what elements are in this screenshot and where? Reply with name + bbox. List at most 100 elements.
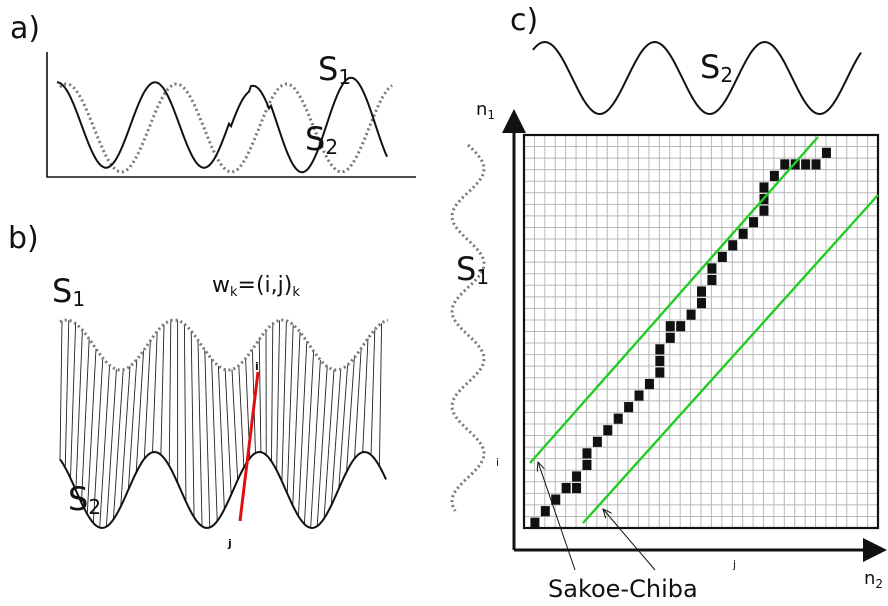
panel-b-warp-links (59, 320, 383, 528)
warping-path-cell (728, 240, 738, 251)
panel-b: b) S1 S2 wk=(i,j)k i j (8, 221, 389, 550)
warp-link (258, 339, 262, 453)
warping-path-cell (801, 159, 811, 170)
warp-link (378, 323, 383, 467)
warp-link (120, 366, 131, 507)
warp-link (59, 320, 63, 460)
warp-link (281, 320, 287, 482)
warp-link (286, 324, 294, 494)
panel-c-band-label: Sakoe-Chiba (548, 575, 698, 603)
warping-path-cell (696, 286, 707, 297)
warping-path-cell (686, 309, 696, 320)
warping-path-cell (655, 367, 665, 378)
warping-path-cell (592, 436, 602, 447)
warp-link (323, 369, 335, 519)
warping-path-cell (738, 228, 748, 239)
panel-c-y-axis-label: n1 (476, 99, 495, 122)
warp-link (298, 341, 308, 517)
warp-link (330, 369, 342, 506)
warp-link (135, 350, 145, 473)
panel-a-label-s1: S1 (318, 50, 351, 89)
panel-b-label-s1: S1 (52, 272, 85, 311)
panel-b-series-s2-solid (59, 450, 387, 530)
panel-c-band-pointer-upper (538, 462, 576, 571)
warping-path-cell (655, 344, 665, 355)
panel-b-warp-formula: wk=(i,j)k (212, 273, 300, 300)
warp-link (217, 365, 225, 510)
panel-c-label-s2: S2 (700, 48, 733, 87)
warp-link (370, 329, 376, 455)
warping-path-cell (665, 332, 675, 343)
panel-c-warping-path (530, 147, 831, 528)
warping-path-cell (624, 402, 634, 413)
panel-b-tag: b) (8, 221, 39, 256)
warp-link (105, 369, 117, 527)
warp-link (168, 320, 172, 466)
panel-b-j-mark: j (227, 537, 232, 550)
panel-a: a) S1 S2 (10, 11, 416, 178)
warp-link (354, 348, 362, 459)
panel-c-left-series-s1-dotted (450, 143, 486, 512)
panel-b-highlight-warp-link (238, 371, 260, 522)
warping-path-cell (696, 298, 707, 309)
warp-link (204, 349, 211, 528)
warping-path-cell (665, 321, 675, 332)
warp-link (127, 359, 138, 490)
warp-link (316, 366, 328, 527)
warp-link (362, 338, 369, 453)
panel-c-band-pointer-lower (603, 509, 656, 571)
warping-path-cell (717, 251, 727, 262)
panel-a-series-s1-dotted (59, 82, 393, 174)
warp-link (75, 330, 83, 491)
panel-c-top-series-s2 (532, 40, 862, 116)
panel-c-band-upper (529, 136, 819, 464)
warp-link (160, 324, 165, 455)
warping-path-cell (582, 459, 592, 471)
panel-b-label-s2: S2 (68, 480, 101, 519)
warping-path-cell (769, 170, 779, 182)
panel-c-x-axis-label: n2 (864, 568, 883, 591)
panel-c-cost-matrix-grid (524, 135, 878, 528)
warp-link (190, 331, 195, 518)
panel-b-series-s1-dotted (59, 318, 389, 372)
warping-path-cell (572, 482, 582, 494)
warping-path-cell (613, 413, 623, 424)
warping-path-cell (603, 425, 613, 436)
warping-path-cell (707, 274, 717, 286)
warp-link (152, 331, 158, 453)
warp-link (276, 320, 281, 471)
warping-path-cell (707, 263, 717, 274)
warping-path-cell (561, 482, 571, 494)
panel-c-tag: c) (510, 3, 538, 38)
warping-path-cell (644, 378, 654, 390)
panel-a-label-s2: S2 (305, 120, 338, 159)
warp-link (81, 338, 90, 503)
panel-a-axes (46, 52, 416, 178)
warping-path-cell (811, 159, 821, 170)
warping-path-cell (655, 355, 665, 366)
warp-link (99, 365, 111, 528)
warp-link (224, 369, 232, 495)
panel-c-j-mark: j (732, 558, 736, 571)
warp-link (346, 357, 355, 472)
panel-c-i-mark: i (496, 456, 499, 469)
panel-b-i-mark: i (255, 360, 259, 373)
warp-link (183, 324, 187, 502)
warping-path-cell (634, 390, 644, 401)
warp-link (70, 323, 77, 479)
warping-path-cell (821, 147, 831, 158)
warping-path-cell (759, 205, 769, 216)
warp-link (310, 359, 321, 528)
warping-path-cell (676, 321, 686, 332)
panel-c-matrix-border (522, 133, 880, 530)
warp-link (238, 365, 245, 468)
warping-path-cell (749, 217, 759, 228)
warping-path-cell (551, 494, 561, 505)
warp-link (231, 369, 239, 481)
warp-link (211, 358, 218, 522)
warping-path-cell (759, 182, 769, 193)
warping-path-cell (572, 471, 582, 482)
panel-a-series-s2-solid (56, 76, 388, 174)
warp-link (197, 340, 203, 527)
